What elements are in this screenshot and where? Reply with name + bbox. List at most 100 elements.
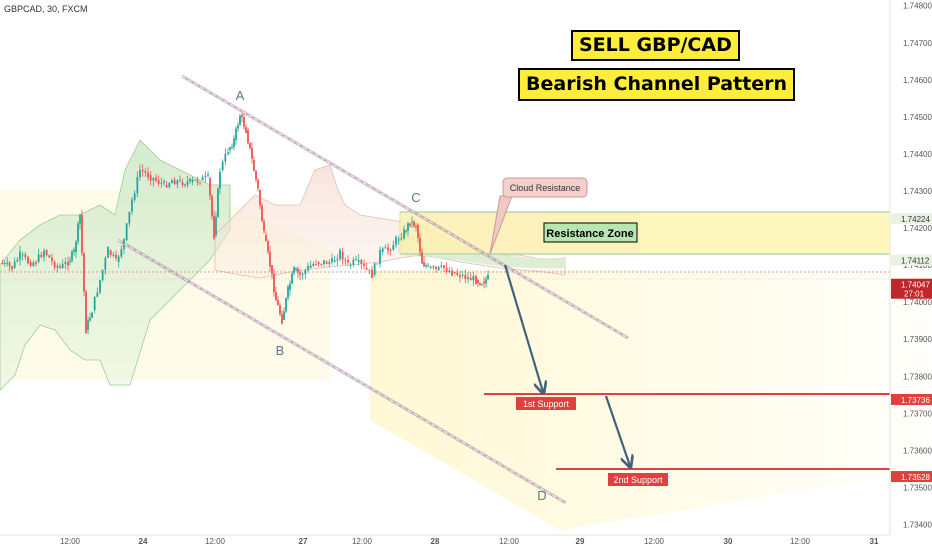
price-tick-label: 1.74800 xyxy=(903,2,932,11)
time-tick-label: 27 xyxy=(299,537,308,546)
price-axis[interactable]: 1.74800 1.74700 1.74600 1.74500 1.74400 1.743… xyxy=(889,0,932,535)
candle-body xyxy=(75,241,77,252)
second-support-label: 2nd Support xyxy=(613,475,663,485)
candle-body xyxy=(3,262,6,264)
candle-body xyxy=(59,265,61,268)
candle-body xyxy=(229,147,231,150)
candle-body xyxy=(355,258,357,260)
price-label-box xyxy=(891,213,932,225)
candlesticks xyxy=(1,111,489,335)
candle-body xyxy=(281,314,283,324)
candle-body xyxy=(365,268,368,270)
candle-body xyxy=(376,263,379,265)
candle-body xyxy=(141,170,144,172)
candle-body xyxy=(221,161,224,170)
price-label-text: 1.74224 xyxy=(901,215,930,224)
price-label-box xyxy=(891,254,932,266)
candle-body xyxy=(443,265,445,269)
candle-body xyxy=(77,223,79,242)
candle-body xyxy=(157,180,160,184)
candle-body xyxy=(245,127,247,133)
candle-body xyxy=(475,276,477,284)
candle-body xyxy=(347,259,349,263)
candle-body xyxy=(207,174,209,176)
candle-body xyxy=(287,286,289,298)
candle-body xyxy=(328,261,331,264)
candle-body xyxy=(279,305,281,315)
candle-body xyxy=(101,269,104,280)
candle-body xyxy=(219,171,221,189)
candle-body xyxy=(395,237,397,245)
first-support-callout: 1st Support xyxy=(516,397,576,410)
candle-body xyxy=(64,262,67,264)
candle-body xyxy=(427,265,429,267)
candle-body xyxy=(241,115,243,118)
candle-body xyxy=(405,231,407,233)
time-tick-label: 31 xyxy=(870,537,879,546)
candle-body xyxy=(53,262,56,268)
candle-body xyxy=(448,270,451,273)
candle-body xyxy=(291,273,293,284)
candle-body xyxy=(6,262,9,264)
candle-body xyxy=(56,265,59,268)
candle-body xyxy=(341,252,344,260)
candle-body xyxy=(421,251,423,264)
chart-title: SELL GBP/CAD xyxy=(571,30,740,61)
candle-body xyxy=(79,214,81,224)
price-label-box xyxy=(891,278,932,299)
price-tick-label: 1.74400 xyxy=(903,150,932,159)
candle-body xyxy=(29,262,32,266)
price-label-text: 1.73736 xyxy=(901,396,930,405)
candle-body xyxy=(407,223,409,232)
candle-body xyxy=(289,283,291,290)
candle-body xyxy=(24,254,27,258)
candle-body xyxy=(81,215,83,253)
candle-body xyxy=(331,258,333,262)
candle-body xyxy=(61,263,64,268)
candle-body xyxy=(409,223,411,226)
price-tick-label: 1.74000 xyxy=(903,298,932,307)
candle-body xyxy=(215,216,217,235)
candle-body xyxy=(301,274,304,276)
point-label-d: D xyxy=(537,488,546,503)
price-tick-label: 1.73800 xyxy=(903,372,932,381)
time-tick-label: 12:00 xyxy=(352,537,373,546)
point-label-c: C xyxy=(411,190,420,205)
price-label-text: 1.73528 xyxy=(901,473,930,482)
candle-body xyxy=(128,211,131,224)
candle-body xyxy=(304,270,307,275)
candle-body xyxy=(96,292,99,297)
candle-body xyxy=(267,241,269,252)
candle-body xyxy=(400,238,403,240)
candle-body xyxy=(309,265,312,268)
candle-body xyxy=(184,184,186,186)
candle-body xyxy=(27,257,29,264)
point-label-a: A xyxy=(236,88,245,103)
candle-body xyxy=(125,223,128,240)
candle-body xyxy=(307,266,309,271)
candle-body xyxy=(40,254,43,258)
candle-body xyxy=(8,262,11,267)
candle-body xyxy=(312,263,315,266)
candle-body xyxy=(392,244,395,251)
time-tick-label: 12:00 xyxy=(60,537,81,546)
time-tick-label: 12:00 xyxy=(205,537,226,546)
price-label-text: 1.74047 xyxy=(901,281,930,290)
time-axis[interactable]: 12:00 24 12:00 27 12:00 28 12:00 29 12:00 30 12:00… xyxy=(0,534,890,546)
candle-body xyxy=(265,235,267,242)
candle-body xyxy=(255,170,257,180)
candle-body xyxy=(211,195,213,216)
candle-body xyxy=(325,262,328,264)
candle-body xyxy=(99,279,101,293)
candle-body xyxy=(481,284,483,286)
candle-body xyxy=(389,250,392,251)
candle-body xyxy=(43,250,45,258)
candle-body xyxy=(168,183,171,188)
candle-body xyxy=(201,177,204,180)
price-tick-label: 1.73500 xyxy=(903,483,932,492)
point-label-b: B xyxy=(276,343,285,358)
candle-body xyxy=(363,263,365,266)
cloud-resistance-callout: Cloud Resistance xyxy=(489,177,588,255)
candle-body xyxy=(472,276,475,281)
